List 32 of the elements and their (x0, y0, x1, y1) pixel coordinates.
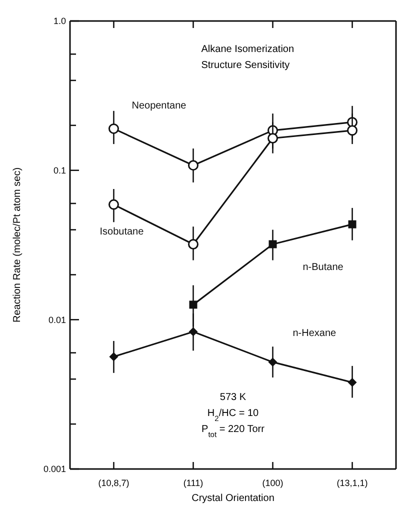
text: Neopentane (132, 100, 187, 112)
y-tick-label: 0.1 (53, 165, 66, 176)
annotation: 573 K (220, 392, 246, 403)
point (189, 300, 198, 309)
text: Structure Sensitivity (201, 60, 290, 71)
point (108, 123, 119, 134)
point (268, 240, 277, 248)
x-tick-label: (111) (183, 478, 204, 488)
point (268, 358, 278, 367)
point (268, 133, 278, 144)
y-tick-label: 1.0 (53, 16, 66, 26)
y-tick-label: 0.01 (48, 314, 66, 325)
point (108, 199, 119, 210)
point (348, 378, 357, 387)
point (188, 238, 198, 250)
point (188, 160, 198, 171)
x-tick-label: (10,8,7) (98, 478, 130, 488)
point (347, 125, 358, 136)
text: n-Hexane (292, 328, 337, 340)
point (188, 327, 198, 336)
x-tick-label: (13,1,1) (336, 478, 368, 488)
y-axis-title: Reaction Rate (molec/Pt atom sec) (12, 167, 23, 323)
text: n-Butane (302, 262, 344, 274)
text: Alkane Isomerization (201, 44, 294, 55)
point (348, 220, 356, 228)
annotation: H$_{2}$/HC = 10 (207, 408, 260, 422)
x-tick-label: (100) (262, 478, 284, 488)
annotation: P$_{tot}$ = 220 Torr (202, 424, 266, 438)
series-label: Isobutane (100, 226, 144, 238)
point (109, 352, 118, 362)
y-tick-label: 0.001 (43, 464, 66, 474)
x-axis-title: Crystal Orientation (192, 493, 274, 504)
